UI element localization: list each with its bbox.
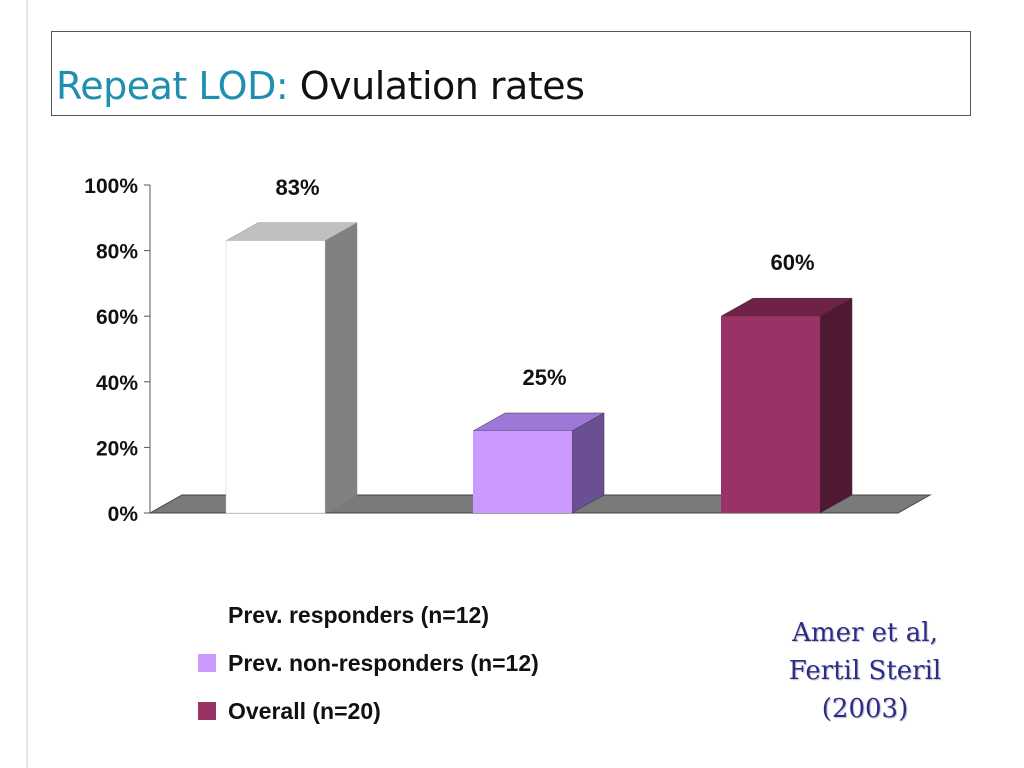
title-main: Ovulation rates <box>299 64 585 108</box>
title-prefix: Repeat LOD: <box>56 64 289 108</box>
bar-1 <box>473 431 572 513</box>
y-tick-label: 60% <box>96 306 138 329</box>
legend-item-non-responders: Prev. non-responders (n=12) <box>198 648 539 678</box>
bar-side-2 <box>819 297 853 514</box>
slide-edge-line <box>26 0 28 768</box>
bar-2 <box>721 316 820 513</box>
legend-swatch-non-responders <box>198 654 216 672</box>
legend-label-overall: Overall (n=20) <box>228 697 381 724</box>
title-box: Repeat LOD: Ovulation rates <box>51 31 971 116</box>
y-tick-label: 80% <box>96 241 138 264</box>
data-label-2: 60% <box>770 250 814 275</box>
y-tick-label: 100% <box>84 175 138 198</box>
citation-line-1: Amer et al, <box>792 618 938 648</box>
citation: Amer et al, Fertil Steril (2003) <box>770 614 960 728</box>
bar-0 <box>225 240 326 514</box>
legend-item-responders: Prev. responders (n=12) <box>198 600 489 630</box>
citation-line-2: Fertil Steril <box>788 656 942 686</box>
legend-swatch-overall <box>198 702 216 720</box>
bar-side-0 <box>324 222 358 514</box>
legend-label-responders: Prev. responders (n=12) <box>228 601 489 628</box>
y-tick-label: 20% <box>96 437 138 460</box>
data-label-0: 83% <box>275 175 319 200</box>
data-label-1: 25% <box>522 365 566 390</box>
bar-chart: 0% 20% 40% 60% 80% 100% 83% 25% 60% <box>84 175 932 526</box>
slide-title: Repeat LOD: Ovulation rates <box>56 62 585 110</box>
legend-swatch-responders <box>198 606 216 624</box>
legend-label-non-responders: Prev. non-responders (n=12) <box>228 649 539 676</box>
citation-line-3: (2003) <box>821 694 909 724</box>
legend-item-overall: Overall (n=20) <box>198 696 381 726</box>
slide-edge-decoration <box>0 0 34 768</box>
chart-legend: Prev. responders (n=12) Prev. non-respon… <box>112 588 757 730</box>
y-tick-label: 40% <box>96 372 138 395</box>
y-tick-label: 0% <box>108 503 139 526</box>
